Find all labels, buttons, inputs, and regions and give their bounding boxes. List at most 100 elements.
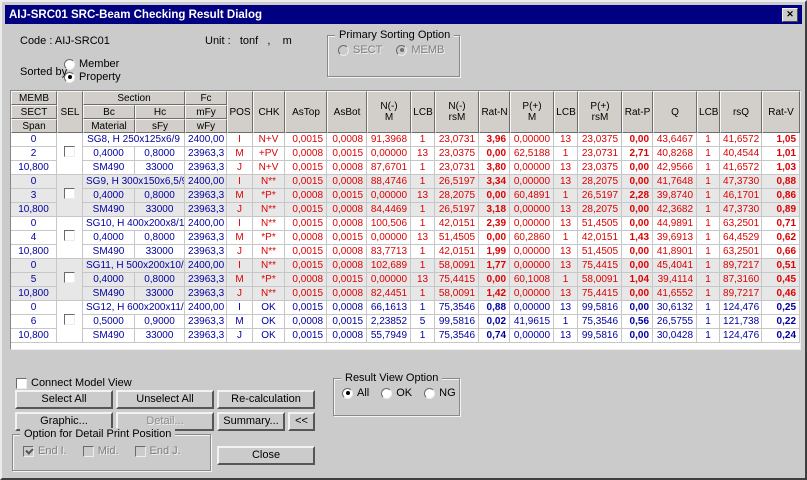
primary-sorting-title: Primary Sorting Option xyxy=(335,29,455,41)
sel-cell[interactable] xyxy=(57,301,83,343)
cell-asbot: 0,0015 xyxy=(327,231,368,245)
col-header-q: Q xyxy=(653,91,698,133)
cell-rat-v: 0,62 xyxy=(762,231,800,245)
cell-bc: 0,4000 xyxy=(83,231,135,245)
cell-p-pos-m: 0,00000 xyxy=(510,329,555,343)
table-row: 3 0,4000 0,8000 23963,3 M *P* 0,0008 0,0015 0,00… xyxy=(11,189,800,203)
cell-p-pos-rsm: 51,4505 xyxy=(578,217,623,231)
row-select-checkbox[interactable] xyxy=(64,314,75,325)
cell-asbot: 0,0008 xyxy=(327,329,368,343)
cell-memb: 0 xyxy=(11,175,57,189)
sel-cell[interactable] xyxy=(57,133,83,175)
radio-ng[interactable]: NG xyxy=(424,387,456,399)
sel-cell[interactable] xyxy=(57,217,83,259)
recalculation-button[interactable]: Re-calculation xyxy=(217,390,315,409)
cell-rat-p: 0,00 xyxy=(622,329,654,343)
cell-lcb-q: 1 xyxy=(697,245,721,259)
radio-member[interactable]: Member xyxy=(64,58,121,70)
cell-section: SG9, H 300x150x6,5/9 xyxy=(83,175,186,189)
radio-ok-icon[interactable] xyxy=(381,387,393,399)
radio-ok[interactable]: OK xyxy=(381,387,412,399)
row-select-checkbox[interactable] xyxy=(64,230,75,241)
cell-n-neg-rsm: 26,5197 xyxy=(435,203,480,217)
cell-n-neg-m: 102,689 xyxy=(367,259,412,273)
cell-bc: 0,4000 xyxy=(83,273,135,287)
cell-astop: 0,0008 xyxy=(285,315,328,329)
col-header-material: Material xyxy=(83,119,135,133)
cell-rat-v: 0,66 xyxy=(762,245,800,259)
cell-rat-v: 0,25 xyxy=(762,301,800,315)
cell-p-pos-m: 0,00000 xyxy=(510,133,555,147)
cell-rsq: 63,2501 xyxy=(720,217,763,231)
cell-wfy: 23963,3 xyxy=(185,245,228,259)
cell-rsq: 47,3730 xyxy=(720,203,763,217)
unselect-all-button[interactable]: Unselect All xyxy=(116,390,214,409)
row-select-checkbox[interactable] xyxy=(64,188,75,199)
cell-rat-n: 1,99 xyxy=(479,245,511,259)
row-select-checkbox[interactable] xyxy=(64,272,75,283)
cell-asbot: 0,0008 xyxy=(327,301,368,315)
cell-material: SM490 xyxy=(83,287,135,301)
cell-lcb-q: 1 xyxy=(697,259,721,273)
cell-p-pos-m: 0,00000 xyxy=(510,301,555,315)
row-select-checkbox[interactable] xyxy=(64,146,75,157)
cell-astop: 0,0015 xyxy=(285,175,328,189)
cell-lcb-q: 1 xyxy=(697,231,721,245)
cell-lcb-q: 1 xyxy=(697,315,721,329)
results-tbody: 0 SG8, H 250x125x6/9 2400,00 I N+V 0,0015 0,00… xyxy=(11,133,800,343)
cell-hc: 0,8000 xyxy=(135,231,186,245)
cell-lcb-n: 1 xyxy=(411,203,436,217)
connect-model-view-checkbox[interactable]: Connect Model View xyxy=(16,377,132,389)
cell-chk: N+V xyxy=(253,161,286,175)
table-header: MEMB SEL Section Fc POS CHK AsTop AsBot … xyxy=(11,91,800,133)
cell-rat-v: 0,46 xyxy=(762,287,800,301)
collapse-button[interactable]: << xyxy=(288,412,315,431)
cell-astop: 0,0008 xyxy=(285,273,328,287)
select-all-button[interactable]: Select All xyxy=(15,390,113,409)
cell-astop: 0,0008 xyxy=(285,231,328,245)
cell-n-neg-rsm: 75,3546 xyxy=(435,329,480,343)
radio-all[interactable]: All xyxy=(342,387,369,399)
cell-q: 41,8901 xyxy=(653,245,698,259)
radio-ng-icon[interactable] xyxy=(424,387,436,399)
col-header-rsq: rsQ xyxy=(720,91,763,133)
sel-cell[interactable] xyxy=(57,175,83,217)
cell-q: 42,3682 xyxy=(653,203,698,217)
radio-property[interactable]: Property xyxy=(64,71,121,83)
cell-rsq: 89,7217 xyxy=(720,259,763,273)
col-header-lcb-q: LCB xyxy=(697,91,721,133)
cell-n-neg-rsm: 42,0151 xyxy=(435,245,480,259)
col-header-rat-v: Rat-V xyxy=(762,91,800,133)
col-header-hc: Hc xyxy=(135,105,186,119)
close-icon[interactable]: ✕ xyxy=(782,7,798,22)
cell-pos: J xyxy=(227,203,254,217)
cell-hc: 0,9000 xyxy=(135,315,186,329)
cell-rat-p: 0,00 xyxy=(622,203,654,217)
cell-rat-p: 0,00 xyxy=(622,287,654,301)
radio-all-icon[interactable] xyxy=(342,387,353,399)
cell-rat-v: 1,05 xyxy=(762,133,800,147)
cell-rsq: 89,7217 xyxy=(720,287,763,301)
cell-lcb-p: 13 xyxy=(554,329,579,343)
cell-q: 41,6552 xyxy=(653,287,698,301)
radio-member-icon[interactable] xyxy=(64,58,75,70)
cell-rat-p: 0,00 xyxy=(622,217,654,231)
summary-button[interactable]: Summary... xyxy=(217,412,285,431)
close-button[interactable]: Close xyxy=(217,446,315,465)
cell-p-pos-rsm: 58,0091 xyxy=(578,273,623,287)
cell-rat-p: 0,00 xyxy=(622,133,654,147)
cell-rat-p: 0,00 xyxy=(622,259,654,273)
cell-asbot: 0,0015 xyxy=(327,147,368,161)
radio-sect-icon xyxy=(338,44,349,56)
result-view-title: Result View Option xyxy=(341,372,443,384)
cell-n-neg-m: 2,23852 xyxy=(367,315,412,329)
sel-cell[interactable] xyxy=(57,259,83,301)
cell-pos: M xyxy=(227,273,254,287)
col-header-mfy: mFy xyxy=(185,105,228,119)
cell-p-pos-m: 41,9615 xyxy=(510,315,555,329)
cell-p-pos-rsm: 26,5197 xyxy=(578,189,623,203)
radio-property-icon[interactable] xyxy=(64,71,75,83)
connect-model-view-box[interactable] xyxy=(16,377,27,389)
cell-astop: 0,0015 xyxy=(285,259,328,273)
